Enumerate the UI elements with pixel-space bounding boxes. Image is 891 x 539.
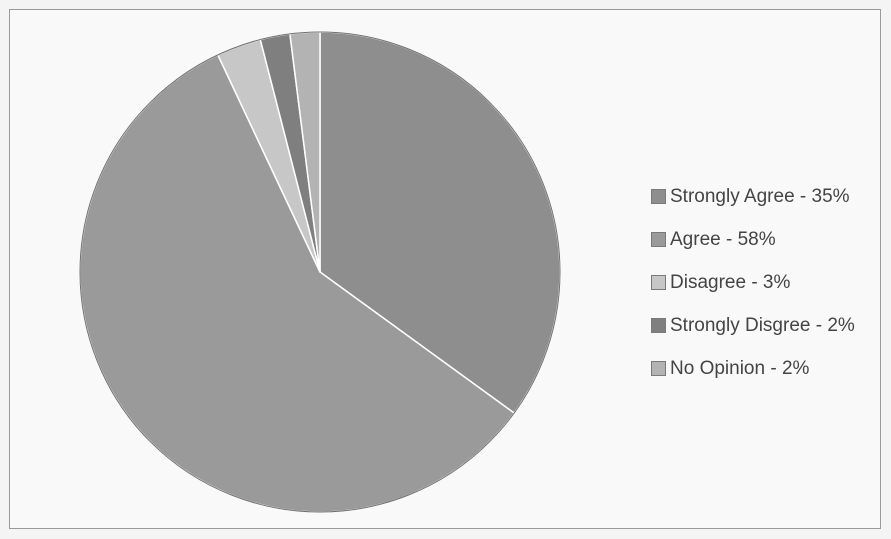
pie-outline bbox=[79, 31, 561, 513]
legend-label-disagree: Disagree - 3% bbox=[670, 271, 791, 293]
legend-item-agree: Agree - 58% bbox=[651, 223, 855, 256]
legend-item-strongly-disagree: Strongly Disgree - 2% bbox=[651, 309, 855, 342]
legend-swatch-agree bbox=[651, 232, 666, 247]
legend-label-agree: Agree - 58% bbox=[670, 228, 776, 250]
legend-label-strongly-agree: Strongly Agree - 35% bbox=[670, 185, 850, 207]
legend-label-strongly-disagree: Strongly Disgree - 2% bbox=[670, 314, 855, 336]
legend-label-no-opinion: No Opinion - 2% bbox=[670, 357, 810, 379]
legend: Strongly Agree - 35% Agree - 58% Disagre… bbox=[651, 180, 855, 395]
legend-item-disagree: Disagree - 3% bbox=[651, 266, 855, 299]
legend-swatch-strongly-agree bbox=[651, 189, 666, 204]
legend-swatch-no-opinion bbox=[651, 361, 666, 376]
chart-frame: Strongly Agree - 35% Agree - 58% Disagre… bbox=[9, 9, 881, 529]
pie-chart bbox=[79, 31, 561, 513]
legend-swatch-strongly-disagree bbox=[651, 318, 666, 333]
legend-swatch-disagree bbox=[651, 275, 666, 290]
legend-item-no-opinion: No Opinion - 2% bbox=[651, 352, 855, 385]
legend-item-strongly-agree: Strongly Agree - 35% bbox=[651, 180, 855, 213]
